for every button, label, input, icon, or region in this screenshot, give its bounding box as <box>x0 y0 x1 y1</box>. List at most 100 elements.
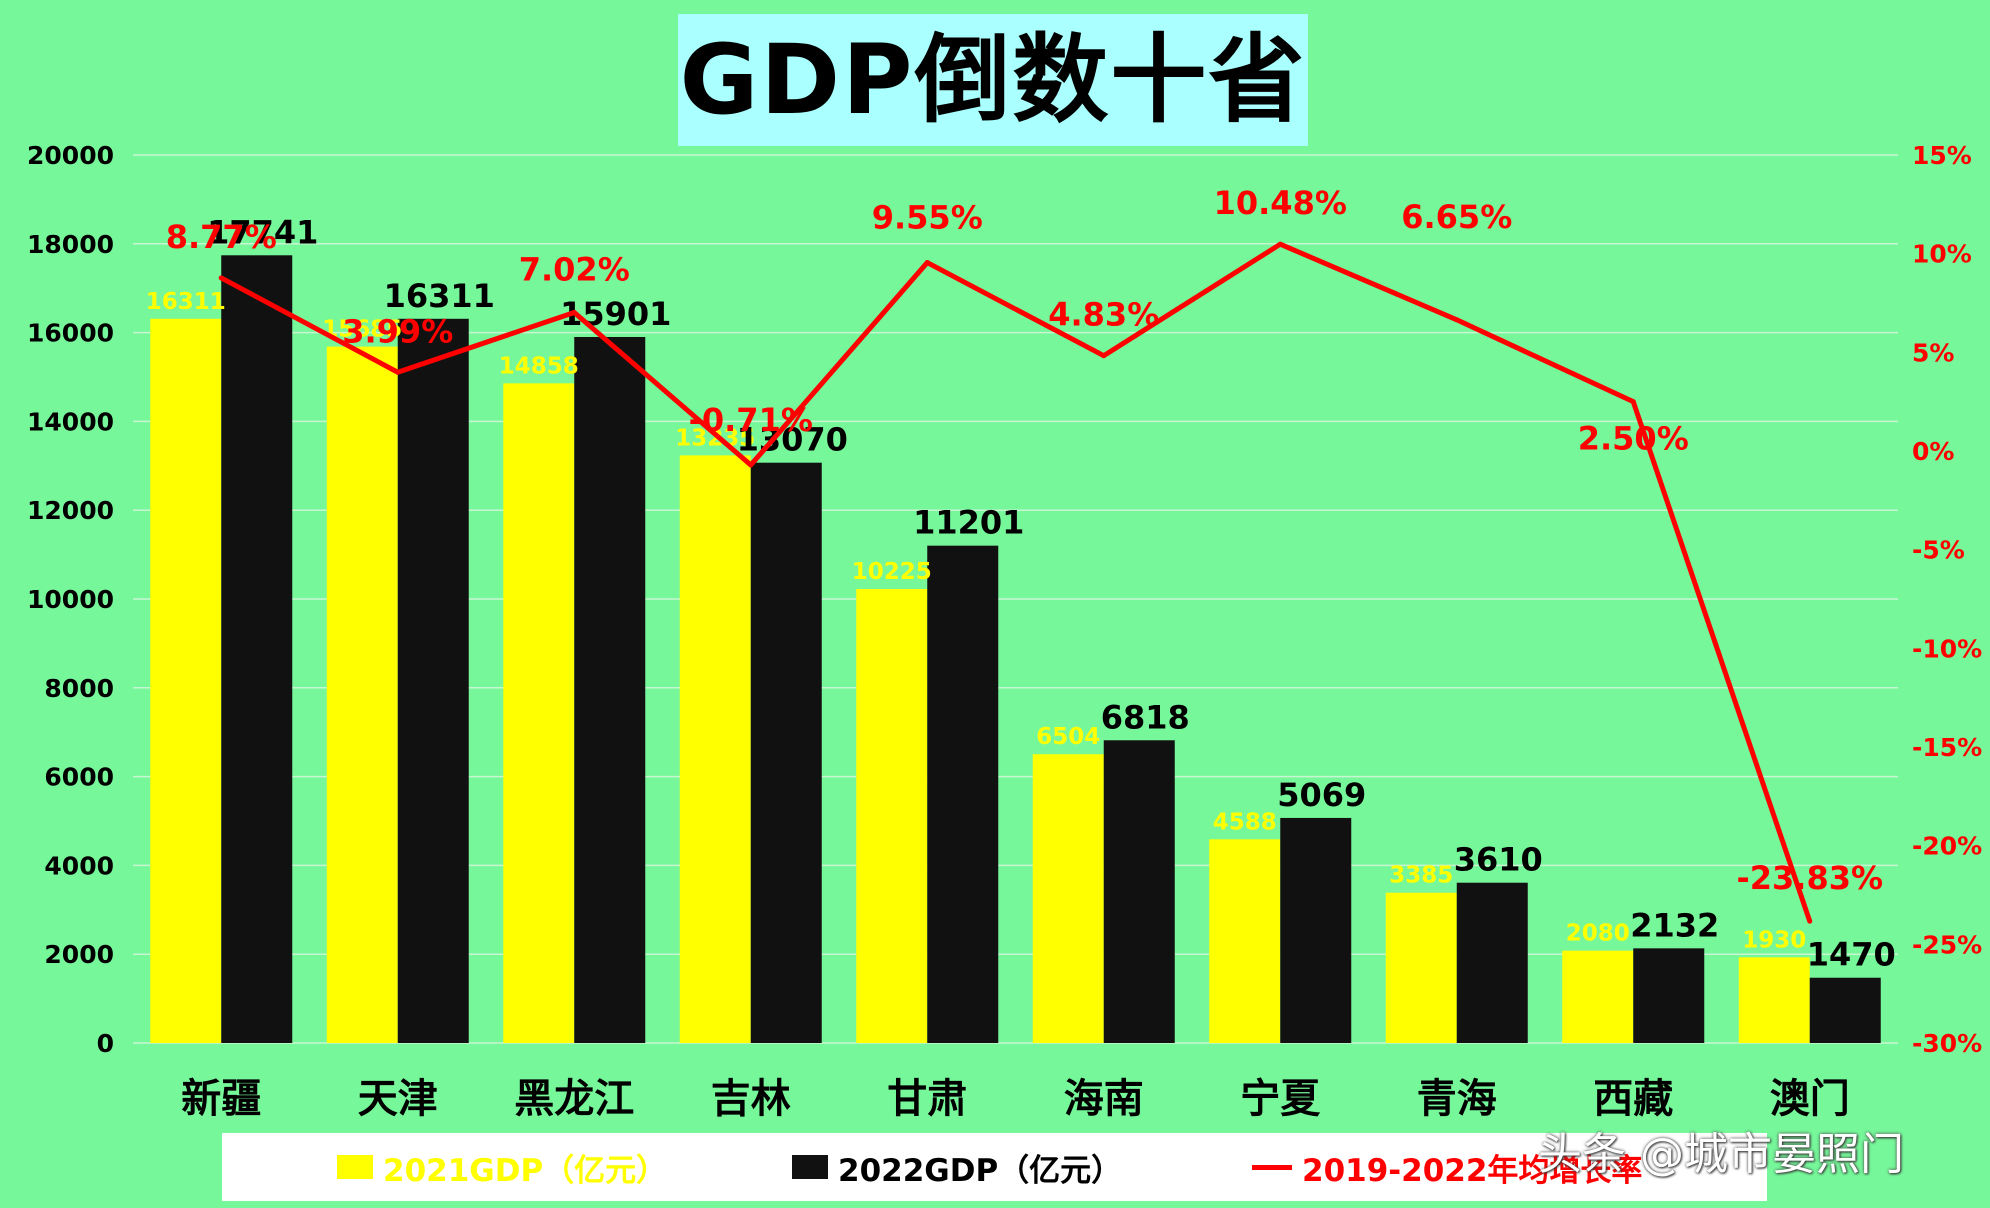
data-label-2021: 13235 <box>675 425 755 451</box>
x-category-label: 青海 <box>1417 1076 1497 1122</box>
data-label-2021: 1930 <box>1742 927 1806 953</box>
y-right-tick-label: -20% <box>1912 832 1982 861</box>
chart-title: GDP倒数十省 <box>679 24 1307 136</box>
bar-2022 <box>750 462 822 1043</box>
legend-swatch-rate <box>1252 1164 1292 1170</box>
bar-2021 <box>326 346 398 1043</box>
legend-label-2021: 2021GDP（亿元） <box>383 1152 668 1189</box>
growth-rate-point <box>924 260 930 266</box>
y-left-tick-label: 6000 <box>44 763 114 792</box>
growth-rate-point <box>1101 353 1107 359</box>
growth-rate-label: 7.02% <box>519 250 630 288</box>
data-label-2021: 14858 <box>499 353 579 379</box>
y-left-tick-label: 16000 <box>27 319 114 348</box>
legend-item-2022: 2022GDP（亿元） <box>792 1133 1122 1201</box>
growth-rate-point <box>1630 399 1636 405</box>
data-label-2022: 2132 <box>1630 906 1719 944</box>
legend-item-rate: 2019-2022年均增长率 <box>1252 1133 1642 1201</box>
y-right-tick-label: 0% <box>1912 437 1954 466</box>
data-label-2021: 3385 <box>1389 863 1453 889</box>
bar-2021 <box>503 383 575 1043</box>
growth-rate-label: -23.83% <box>1736 859 1883 897</box>
bar-2022 <box>1633 948 1705 1043</box>
data-label-2022: 17741 <box>207 213 318 251</box>
growth-rate-point <box>1807 918 1813 924</box>
growth-rate-label: 9.55% <box>872 199 983 237</box>
data-label-2022: 6818 <box>1101 698 1190 736</box>
growth-rate-label: 6.65% <box>1401 198 1512 236</box>
legend-item-2021: 2021GDP（亿元） <box>337 1133 667 1201</box>
legend-label-2022: 2022GDP（亿元） <box>838 1152 1123 1189</box>
y-right-tick-label: 10% <box>1912 240 1972 269</box>
y-left-tick-label: 20000 <box>27 141 114 170</box>
bar-2022 <box>927 545 999 1043</box>
growth-rate-point <box>1277 241 1283 247</box>
growth-rate-point <box>571 309 577 315</box>
x-category-label: 吉林 <box>711 1076 791 1122</box>
x-category-label: 宁夏 <box>1240 1076 1321 1122</box>
data-label-2022: 5069 <box>1277 776 1366 814</box>
legend-label-rate: 2019-2022年均增长率 <box>1302 1152 1643 1189</box>
bar-2021 <box>856 589 928 1043</box>
data-label-2022: 16311 <box>384 277 495 315</box>
data-label-2022: 13070 <box>737 421 848 459</box>
y-right-tick-label: -25% <box>1912 930 1982 959</box>
bar-2021 <box>150 318 222 1043</box>
chart-title-box: GDP倒数十省 <box>678 14 1308 146</box>
growth-rate-label: 2.50% <box>1578 420 1689 458</box>
data-label-2021: 2080 <box>1566 921 1630 947</box>
data-label-2022: 3610 <box>1454 841 1543 879</box>
y-right-tick-label: -30% <box>1912 1029 1982 1058</box>
data-label-2021: 10225 <box>852 559 932 585</box>
bar-2021 <box>1032 754 1104 1043</box>
growth-rate-label: 10.48% <box>1214 184 1347 222</box>
x-category-label: 甘肃 <box>887 1076 967 1122</box>
growth-rate-label: 4.83% <box>1048 296 1159 334</box>
growth-rate-point <box>748 462 754 468</box>
data-label-2021: 16311 <box>146 289 226 315</box>
y-left-tick-label: 18000 <box>27 230 114 259</box>
bar-2022 <box>1103 740 1175 1043</box>
bar-2022 <box>1280 817 1352 1043</box>
y-left-tick-label: 10000 <box>27 585 114 614</box>
bar-2022 <box>1456 882 1528 1043</box>
legend-swatch-2022 <box>792 1155 828 1179</box>
bar-2021 <box>1209 839 1281 1043</box>
growth-rate-point <box>218 275 224 281</box>
growth-rate-point <box>395 369 401 375</box>
y-right-tick-label: 15% <box>1912 141 1972 170</box>
x-category-label: 澳门 <box>1770 1076 1850 1122</box>
growth-rate-point <box>1454 317 1460 323</box>
legend-swatch-2021 <box>337 1155 373 1179</box>
x-category-label: 黑龙江 <box>514 1076 634 1122</box>
growth-rate-line <box>220 241 1813 923</box>
x-category-label: 海南 <box>1064 1076 1144 1122</box>
x-category-label: 西藏 <box>1593 1076 1673 1122</box>
bar-2021 <box>1385 892 1457 1043</box>
bar-2022 <box>221 255 293 1043</box>
growth-rate-label: 8.77% <box>166 218 277 256</box>
bar-2022 <box>397 318 469 1043</box>
growth-rate-label: -0.71% <box>689 401 813 439</box>
bar-2021 <box>1562 950 1634 1043</box>
bar-2021 <box>679 455 751 1044</box>
legend: 2021GDP（亿元） 2022GDP（亿元） 2019-2022年均增长率 <box>222 1133 1767 1201</box>
y-left-tick-label: 8000 <box>44 674 114 703</box>
y-left-tick-label: 12000 <box>27 496 114 525</box>
y-right-tick-label: 5% <box>1912 338 1954 367</box>
y-right-tick-label: -10% <box>1912 634 1982 663</box>
y-right-tick-label: -5% <box>1912 536 1965 565</box>
y-left-tick-label: 0 <box>97 1029 114 1058</box>
data-label-2021: 6504 <box>1036 724 1100 750</box>
bar-2022 <box>1809 977 1881 1043</box>
x-category-label: 新疆 <box>181 1076 261 1122</box>
watermark: 头条 @城市晏照门 <box>1538 1129 1904 1180</box>
y-left-tick-label: 4000 <box>44 851 114 880</box>
data-label-2022: 1470 <box>1807 936 1896 974</box>
bar-2021 <box>1738 957 1810 1043</box>
x-category-label: 天津 <box>358 1076 438 1122</box>
y-left-tick-label: 2000 <box>44 940 114 969</box>
data-label-2021: 4588 <box>1213 809 1277 835</box>
bar-2022 <box>574 336 646 1043</box>
